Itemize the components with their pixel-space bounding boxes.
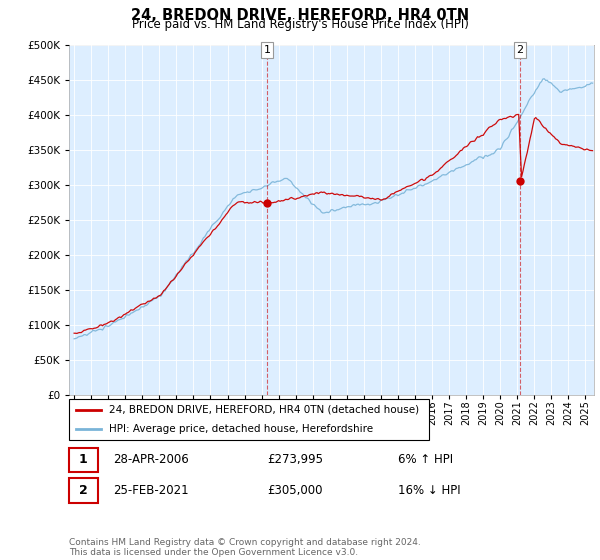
Text: Price paid vs. HM Land Registry's House Price Index (HPI): Price paid vs. HM Land Registry's House … <box>131 18 469 31</box>
Text: 6% ↑ HPI: 6% ↑ HPI <box>398 453 453 466</box>
Text: 24, BREDON DRIVE, HEREFORD, HR4 0TN: 24, BREDON DRIVE, HEREFORD, HR4 0TN <box>131 8 469 24</box>
Text: 1: 1 <box>79 453 88 466</box>
Text: 25-FEB-2021: 25-FEB-2021 <box>113 484 189 497</box>
FancyBboxPatch shape <box>69 478 98 503</box>
Text: 1: 1 <box>263 45 271 55</box>
Text: Contains HM Land Registry data © Crown copyright and database right 2024.
This d: Contains HM Land Registry data © Crown c… <box>69 538 421 557</box>
Text: £273,995: £273,995 <box>268 453 323 466</box>
Text: 2: 2 <box>79 484 88 497</box>
Text: 28-APR-2006: 28-APR-2006 <box>113 453 189 466</box>
Text: 24, BREDON DRIVE, HEREFORD, HR4 0TN (detached house): 24, BREDON DRIVE, HEREFORD, HR4 0TN (det… <box>109 405 419 415</box>
FancyBboxPatch shape <box>69 399 429 440</box>
FancyBboxPatch shape <box>69 447 98 472</box>
Text: HPI: Average price, detached house, Herefordshire: HPI: Average price, detached house, Here… <box>109 424 373 434</box>
Text: £305,000: £305,000 <box>268 484 323 497</box>
Text: 2: 2 <box>516 45 523 55</box>
Text: 16% ↓ HPI: 16% ↓ HPI <box>398 484 460 497</box>
